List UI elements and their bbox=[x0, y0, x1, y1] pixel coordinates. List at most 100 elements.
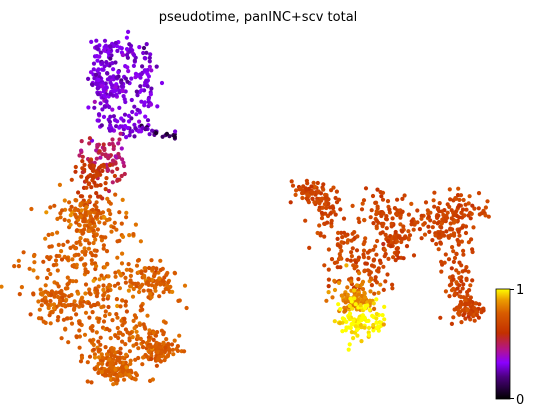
scatter-point bbox=[320, 196, 325, 201]
scatter-point bbox=[54, 291, 59, 296]
scatter-point bbox=[453, 218, 458, 224]
scatter-point bbox=[411, 227, 416, 232]
scatter-point bbox=[100, 60, 105, 66]
scatter-point bbox=[394, 211, 399, 216]
scatter-point bbox=[461, 282, 466, 287]
scatter-point bbox=[142, 274, 147, 280]
scatter-point bbox=[101, 319, 107, 324]
scatter-point bbox=[148, 92, 153, 97]
scatter-point bbox=[112, 353, 117, 359]
scatter-point bbox=[436, 206, 441, 211]
scatter-point bbox=[98, 335, 103, 340]
scatter-point bbox=[459, 278, 464, 284]
scatter-point bbox=[133, 222, 138, 227]
scatter-point bbox=[123, 372, 128, 377]
scatter-point bbox=[468, 310, 473, 315]
scatter-point bbox=[93, 302, 98, 308]
scatter-point bbox=[149, 353, 154, 359]
scatter-point bbox=[356, 277, 361, 282]
scatter-point bbox=[55, 268, 60, 273]
scatter-point bbox=[78, 214, 83, 219]
scatter-points bbox=[0, 29, 491, 387]
scatter-point bbox=[124, 267, 129, 272]
scatter-point bbox=[109, 128, 114, 133]
scatter-point bbox=[458, 289, 463, 294]
scatter-point bbox=[40, 298, 45, 303]
scatter-point bbox=[87, 136, 92, 141]
scatter-point bbox=[48, 271, 53, 277]
scatter-point bbox=[163, 320, 168, 325]
scatter-point bbox=[94, 264, 99, 269]
scatter-point bbox=[329, 257, 335, 262]
scatter-point bbox=[362, 316, 367, 321]
scatter-point bbox=[407, 233, 413, 238]
scatter-point bbox=[324, 195, 329, 200]
scatter-point bbox=[57, 182, 63, 187]
scatter-point bbox=[73, 213, 78, 218]
scatter-point bbox=[119, 80, 124, 85]
scatter-point bbox=[126, 262, 131, 267]
scatter-point bbox=[95, 58, 100, 63]
scatter-point bbox=[421, 222, 426, 227]
scatter-point bbox=[338, 207, 343, 212]
scatter-point bbox=[344, 263, 349, 268]
scatter-point bbox=[368, 215, 373, 220]
scatter-point bbox=[68, 316, 73, 321]
scatter-point bbox=[349, 330, 354, 335]
scatter-point bbox=[73, 169, 78, 174]
scatter-point bbox=[105, 362, 110, 367]
scatter-point bbox=[116, 281, 121, 286]
scatter-point bbox=[324, 298, 329, 303]
scatter-point bbox=[326, 277, 331, 282]
scatter-point bbox=[99, 305, 104, 310]
scatter-point bbox=[111, 43, 116, 49]
scatter-point bbox=[141, 50, 146, 56]
scatter-point bbox=[379, 194, 384, 199]
scatter-point bbox=[107, 373, 112, 378]
scatter-point bbox=[140, 64, 145, 69]
scatter-point bbox=[466, 201, 471, 206]
scatter-point bbox=[399, 210, 404, 215]
scatter-point bbox=[380, 313, 385, 318]
scatter-point bbox=[145, 118, 151, 123]
scatter-point bbox=[426, 214, 431, 219]
scatter-point bbox=[381, 241, 386, 247]
scatter-point bbox=[122, 163, 127, 169]
scatter-point bbox=[77, 304, 82, 309]
scatter-point bbox=[455, 193, 461, 198]
chart-title: pseudotime, panINC+scv total bbox=[159, 10, 358, 25]
scatter-point bbox=[338, 307, 343, 312]
scatter-point bbox=[70, 279, 75, 284]
scatter-point bbox=[107, 357, 112, 362]
scatter-point bbox=[128, 278, 133, 283]
scatter-point bbox=[99, 238, 104, 243]
scatter-point bbox=[333, 195, 338, 201]
scatter-point bbox=[103, 43, 108, 48]
scatter-point bbox=[87, 290, 92, 295]
scatter-point bbox=[94, 191, 99, 196]
scatter-point bbox=[122, 377, 127, 382]
scatter-point bbox=[58, 215, 63, 220]
scatter-point bbox=[341, 216, 347, 221]
scatter-point bbox=[115, 303, 120, 309]
scatter-point bbox=[335, 265, 340, 270]
scatter-point bbox=[375, 238, 380, 244]
scatter-point bbox=[96, 347, 101, 353]
scatter-point bbox=[43, 295, 48, 300]
scatter-point bbox=[131, 232, 136, 237]
scatter-point bbox=[48, 205, 53, 210]
scatter-point bbox=[149, 356, 154, 362]
scatter-point bbox=[96, 339, 101, 344]
scatter-point bbox=[470, 278, 475, 283]
scatter-point bbox=[102, 38, 108, 43]
scatter-point bbox=[332, 260, 337, 265]
scatter-point bbox=[394, 251, 399, 256]
scatter-point bbox=[95, 142, 100, 148]
scatter-point bbox=[374, 297, 379, 302]
scatter-point bbox=[66, 340, 71, 345]
scatter-point bbox=[347, 311, 353, 316]
scatter-point bbox=[105, 218, 110, 223]
scatter-point bbox=[75, 228, 80, 233]
scatter-point bbox=[143, 326, 148, 331]
scatter-point bbox=[102, 93, 107, 98]
